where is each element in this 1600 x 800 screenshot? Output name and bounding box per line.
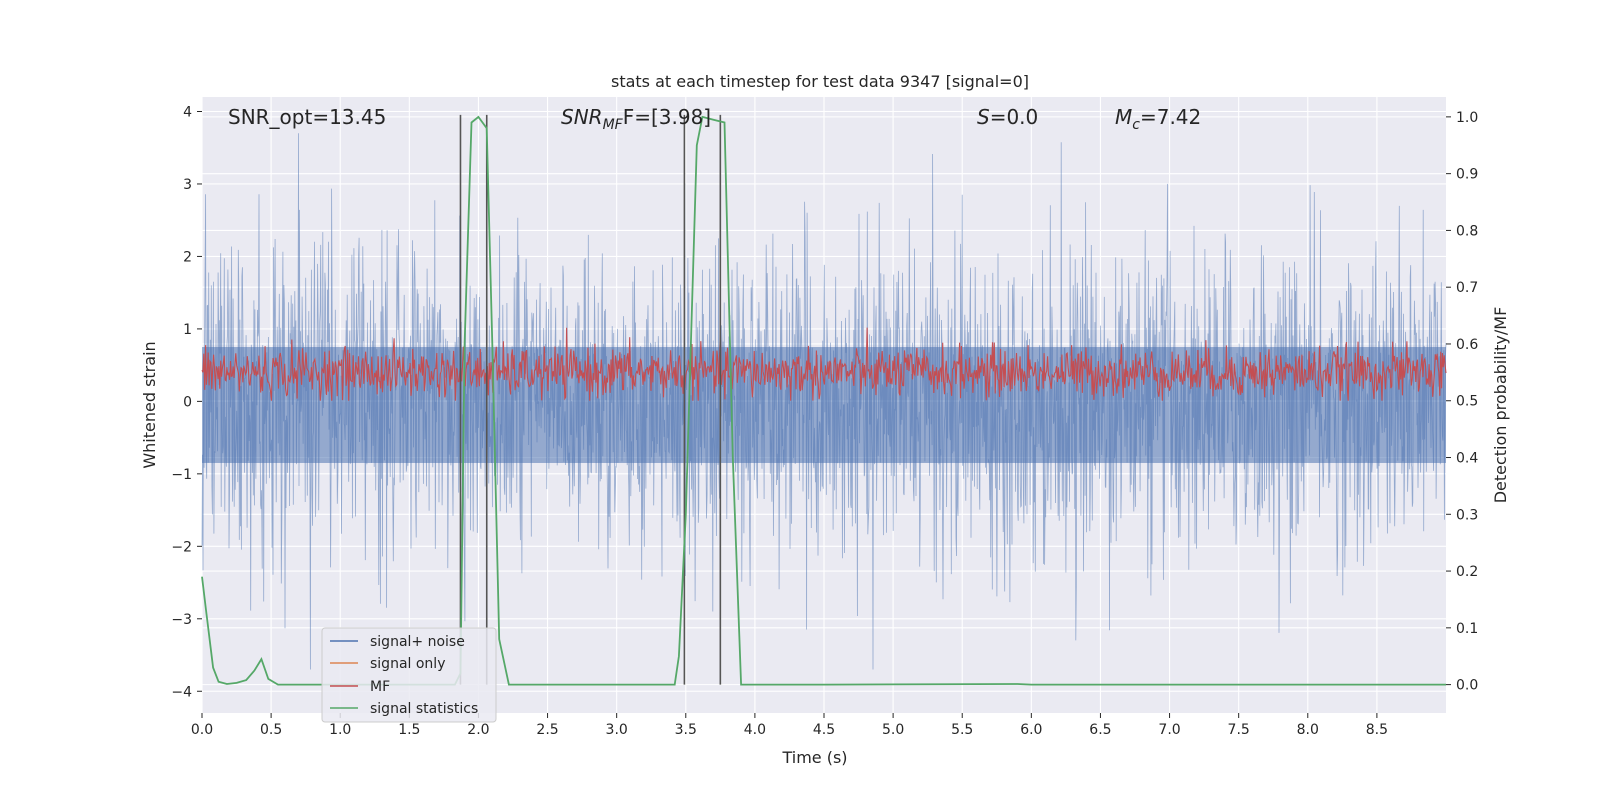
x-tick-label: 3.5	[675, 722, 697, 738]
legend-label-mf: MF	[370, 679, 390, 695]
series-mf	[201, 327, 1447, 401]
x-axis-label: Time (s)	[781, 748, 847, 767]
y2-tick-label: 0.0	[1456, 678, 1478, 694]
x-tick-label: 8.0	[1297, 722, 1319, 738]
y2-tick-label: 0.7	[1456, 280, 1478, 296]
y-tick-label: 1	[183, 322, 192, 338]
mf-line	[201, 327, 1447, 401]
y2-tick-label: 0.6	[1456, 337, 1478, 353]
legend-label-signal-statistics: signal statistics	[370, 701, 478, 717]
annotation-mc-sub: c	[1132, 117, 1140, 133]
y-tick-label: 4	[183, 104, 192, 120]
annotation-snr-mf-suffix: F=[3.98]	[623, 105, 711, 129]
y2-tick-label: 0.4	[1456, 451, 1478, 467]
legend: signal+ noise signal only MF signal stat…	[321, 627, 497, 723]
y-tick-label: 0	[183, 394, 192, 410]
x-tick-label: 0.0	[191, 722, 213, 738]
y2-tick-label: 0.5	[1456, 394, 1478, 410]
vertical-markers	[459, 114, 722, 685]
annotation-snr-mf-prefix: SNR	[561, 105, 603, 129]
annotation-s-prefix: S	[977, 105, 990, 129]
x-tick-label: 4.5	[813, 722, 835, 738]
x-tick-label: 2.0	[467, 722, 489, 738]
y-tick-label: −1	[171, 467, 192, 483]
y2-tick-label: 0.3	[1456, 507, 1478, 523]
signal-statistics-line	[201, 115, 1446, 686]
y2-tick-label: 1.0	[1456, 110, 1478, 126]
legend-label-signal-noise: signal+ noise	[370, 634, 465, 650]
series-signal-statistics	[201, 115, 1446, 686]
x-tick-label: 4.0	[744, 722, 766, 738]
annotation-mc-suffix: =7.42	[1140, 105, 1201, 129]
x-tick-label: 3.0	[606, 722, 628, 738]
legend-label-signal-only: signal only	[370, 656, 445, 672]
annotation-mc: Mc=7.42	[1115, 105, 1201, 133]
y2-tick-label: 0.8	[1456, 223, 1478, 239]
signal-noise-line	[201, 133, 1447, 670]
x-tick-label: 7.0	[1158, 722, 1180, 738]
x-tick-label: 6.0	[1020, 722, 1042, 738]
x-tick-label: 1.0	[329, 722, 351, 738]
annotation-snr-mf: SNRMFF=[3.98]	[561, 105, 711, 133]
x-tick-label: 5.5	[951, 722, 973, 738]
y-tick-label: −3	[171, 612, 192, 628]
y-tick-label: −2	[171, 539, 192, 555]
y2-tick-label: 0.9	[1456, 167, 1478, 183]
x-tick-label: 6.5	[1089, 722, 1111, 738]
y2-tick-label: 0.1	[1456, 621, 1478, 637]
legend-frame	[321, 627, 497, 723]
x-tick-label: 0.5	[260, 722, 282, 738]
y2-axis-label: Detection probability/MF	[1491, 307, 1510, 504]
chart-title: stats at each timestep for test data 934…	[611, 72, 1029, 91]
y-axis-label: Whitened strain	[140, 341, 159, 468]
y-tick-label: 3	[183, 177, 192, 193]
annotation-s-suffix: =0.0	[990, 105, 1039, 129]
x-tick-label: 5.0	[882, 722, 904, 738]
annotation-snr-opt: SNR_opt=13.45	[228, 105, 386, 129]
y-tick-label: −4	[171, 684, 192, 700]
y-tick-label: 2	[183, 249, 192, 265]
annotation-s: S=0.0	[977, 105, 1038, 129]
x-tick-label: 8.5	[1366, 722, 1388, 738]
annotation-snr-mf-sub: MF	[603, 117, 624, 133]
x-tick-label: 2.5	[536, 722, 558, 738]
y2-tick-label: 0.2	[1456, 564, 1478, 580]
axes: 0.0 0.5 1.0 1.5 2.0 2.5 3.0 3.5 4.0 4.5 5.0 5.5 6.0 6…	[171, 104, 1478, 738]
annotation-mc-prefix: M	[1115, 105, 1132, 129]
x-tick-label: 7.5	[1228, 722, 1250, 738]
x-tick-label: 1.5	[398, 722, 420, 738]
